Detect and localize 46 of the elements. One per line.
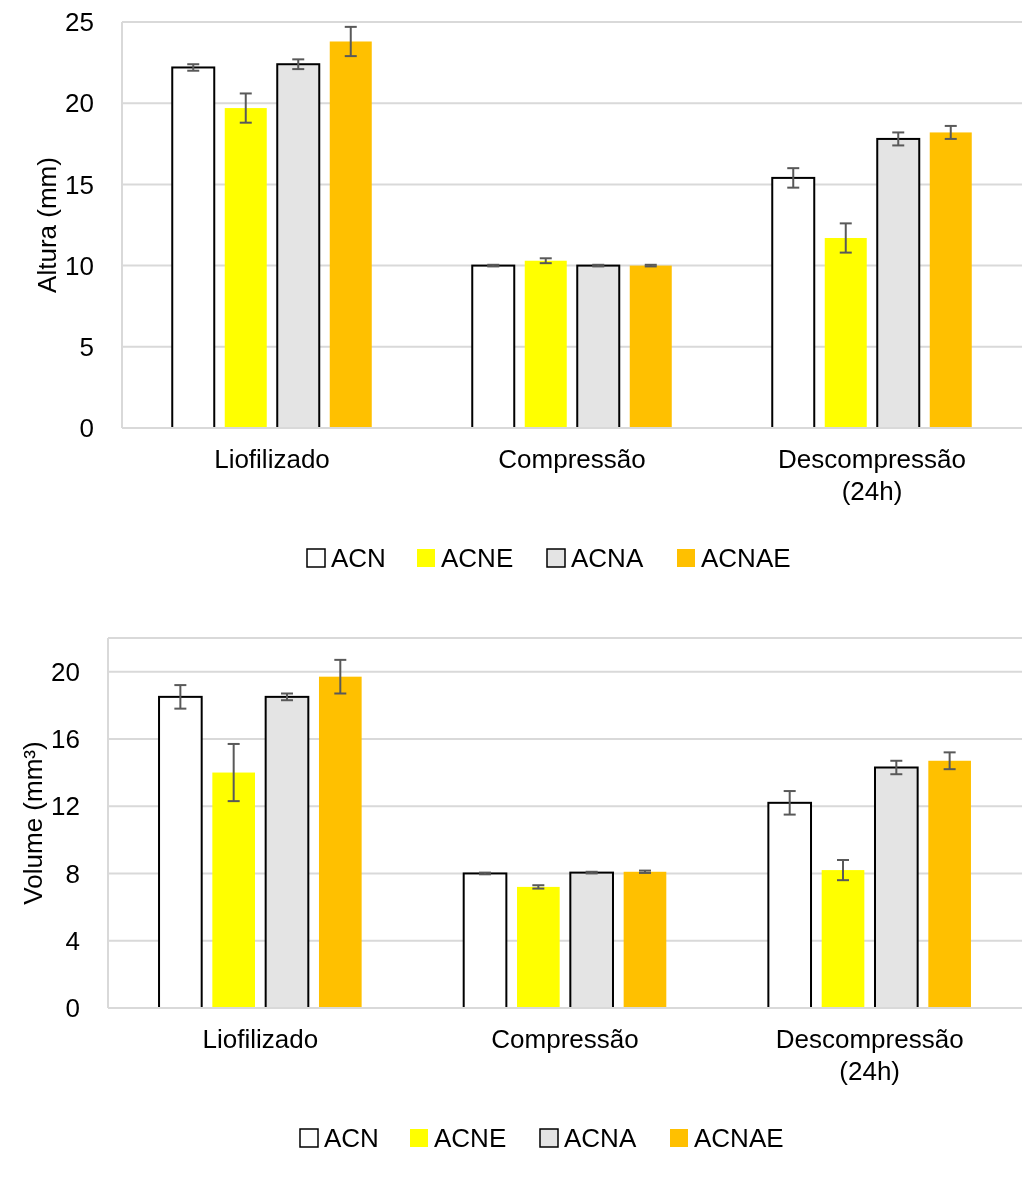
x-tick-label: Descompressão (24h)	[778, 444, 966, 506]
bar	[471, 264, 516, 429]
y-tick-label: 15	[65, 169, 94, 200]
y-tick-label: 5	[79, 331, 94, 362]
bar	[929, 132, 972, 428]
bar	[623, 871, 667, 1008]
y-tick-label: 0	[79, 413, 94, 444]
bar	[821, 870, 865, 1008]
legend-label: ACNA	[564, 1123, 637, 1154]
y-tick-label: 25	[65, 7, 94, 38]
legend-label: ACN	[324, 1123, 379, 1154]
bar	[767, 801, 813, 1009]
y-tick-label: 20	[65, 88, 94, 119]
x-tick-label: Descompressão (24h)	[775, 1024, 964, 1086]
y-tick-label: 16	[51, 724, 80, 755]
y-tick-label: 12	[51, 791, 80, 822]
bar	[824, 237, 867, 428]
legend-label: ACNE	[434, 1123, 507, 1154]
bar	[629, 265, 672, 428]
x-tick-label: Liofilizado	[214, 444, 330, 474]
bar	[224, 108, 267, 428]
x-tick-label: Compressão	[491, 1024, 639, 1054]
legend-label: ACNA	[571, 543, 644, 574]
y-axis-title: Volume (mm³)	[18, 741, 48, 905]
bar	[212, 772, 255, 1008]
x-tick-label: Liofilizado	[202, 1024, 319, 1054]
y-tick-label: 20	[51, 656, 80, 687]
y-tick-label: 10	[65, 250, 94, 281]
bar	[171, 66, 216, 429]
y-tick-label: 8	[65, 858, 80, 889]
legend-label: ACNAE	[701, 543, 791, 574]
bar	[771, 176, 816, 429]
legend-label: ACNE	[441, 543, 514, 574]
bar	[318, 676, 362, 1008]
legend-label: ACNAE	[694, 1123, 784, 1154]
bar	[462, 872, 508, 1009]
y-tick-label: 4	[65, 925, 80, 956]
x-tick-label: Compressão	[498, 444, 646, 474]
legend-label: ACN	[331, 543, 386, 574]
bar	[928, 760, 971, 1008]
y-tick-label: 0	[65, 993, 80, 1024]
y-axis-title: Altura (mm)	[32, 157, 62, 293]
bar	[329, 41, 372, 428]
bar	[524, 260, 567, 428]
bar	[158, 695, 203, 1009]
bar	[517, 886, 560, 1008]
